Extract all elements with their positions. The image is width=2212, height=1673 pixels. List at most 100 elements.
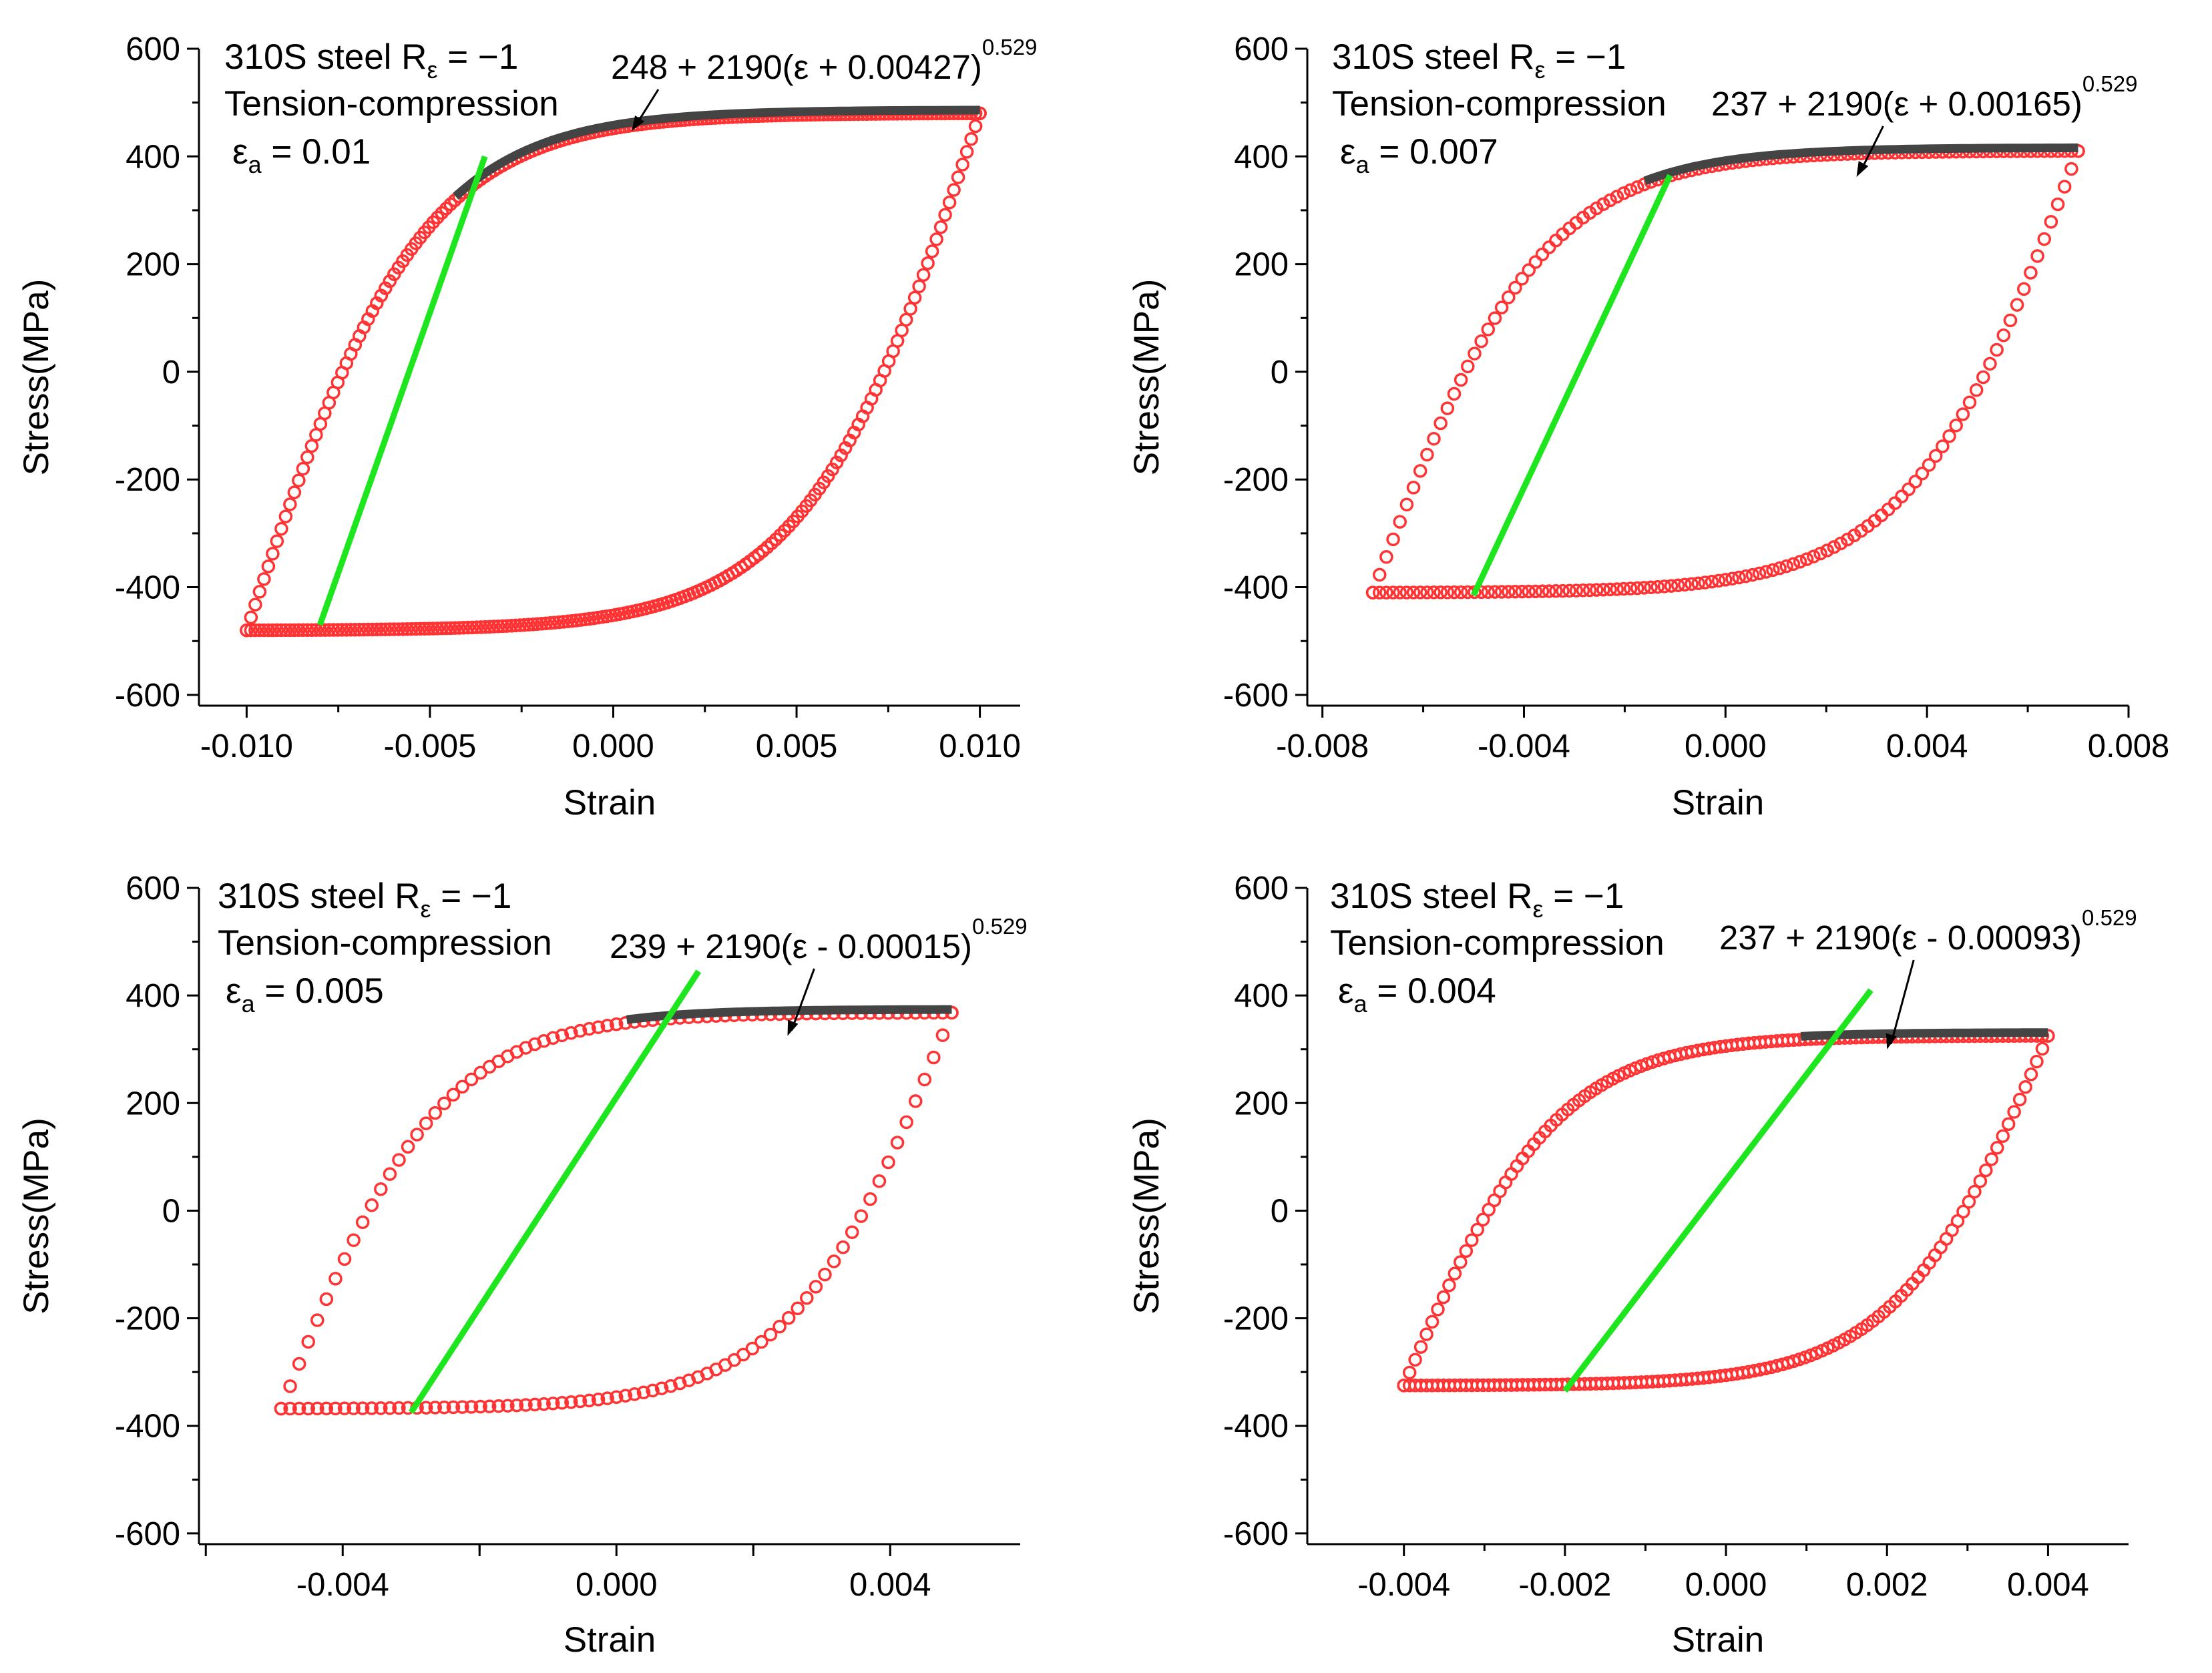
loop-point xyxy=(917,1072,932,1087)
loop-point xyxy=(437,1400,451,1415)
loop-point xyxy=(555,1396,570,1410)
loop-point xyxy=(2012,1092,2027,1107)
y-tick-label: -400 xyxy=(115,1409,180,1445)
loop-point xyxy=(431,622,445,636)
loop-point xyxy=(951,170,965,184)
loop-point xyxy=(405,622,419,636)
loop-point xyxy=(270,534,284,548)
loop-point xyxy=(1488,585,1502,599)
y-tick-label: 200 xyxy=(126,247,180,283)
loop-point xyxy=(335,623,349,637)
loop-point xyxy=(252,585,267,599)
elastic-slope-line xyxy=(1562,988,1873,1393)
loop-point xyxy=(248,623,262,638)
loop-point xyxy=(600,1019,614,1033)
loop-point xyxy=(361,622,375,637)
y-tick-label: 400 xyxy=(1234,139,1289,175)
loop-point xyxy=(925,244,939,258)
loop-point xyxy=(772,1319,787,1334)
loop-point xyxy=(582,1021,596,1036)
loop-point xyxy=(1698,575,1713,589)
loop-point xyxy=(409,622,423,636)
loop-point xyxy=(938,208,952,222)
loop-point xyxy=(582,1393,596,1407)
loop-point xyxy=(383,622,397,636)
formula-arrowhead xyxy=(1886,1033,1897,1049)
loop-point xyxy=(872,1174,887,1188)
loop-point xyxy=(745,1341,760,1356)
loop-point xyxy=(353,622,367,637)
loop-point xyxy=(370,622,384,637)
loop-point xyxy=(1996,1129,2010,1143)
loop-point xyxy=(1962,1194,1976,1209)
loop-point xyxy=(274,521,288,536)
loop-point xyxy=(473,1399,487,1414)
loop-point xyxy=(1685,577,1699,591)
loop-point xyxy=(2024,1067,2038,1082)
loop-point xyxy=(1436,1290,1451,1304)
loop-point xyxy=(942,195,957,210)
loop-point xyxy=(413,622,427,636)
loop-point xyxy=(1468,346,1482,361)
loop-point xyxy=(628,1387,642,1401)
loop-point xyxy=(283,497,297,511)
loop-point xyxy=(464,1072,479,1087)
loop-point xyxy=(304,623,319,637)
chart-panel-bottom-right: -600 -400 -200 0 200 400 600 -0.004 -0.002 0.000 0… xyxy=(1127,871,2137,1660)
loop-point xyxy=(383,274,397,288)
loop-point xyxy=(300,450,314,465)
formula-arrowhead xyxy=(787,1019,799,1036)
loop-point xyxy=(310,1313,324,1327)
loop-point xyxy=(1454,1255,1468,1269)
loop-point xyxy=(383,1167,397,1181)
loop-point xyxy=(1739,569,1753,583)
loop-point xyxy=(1431,1302,1445,1317)
loop-point xyxy=(355,1215,370,1230)
loop-point xyxy=(1447,387,1462,401)
loop-point xyxy=(257,572,271,586)
elastic-slope-line xyxy=(316,155,488,626)
loop-point xyxy=(2024,266,2038,280)
y-tick-label: -400 xyxy=(1223,570,1289,606)
x-tick-label: -0.004 xyxy=(1357,1567,1450,1603)
amplitude-symbol: ε xyxy=(1338,971,1354,1011)
fitted-curve xyxy=(453,105,980,200)
loop-point xyxy=(248,598,262,612)
loop-point xyxy=(929,232,943,246)
loop-point xyxy=(545,1396,560,1411)
loop-point xyxy=(1942,429,1956,443)
y-tick-label: 400 xyxy=(1234,978,1289,1014)
loop-point xyxy=(543,616,558,630)
hysteresis-loop-series xyxy=(1397,1029,2055,1393)
x-tick-label: 0.000 xyxy=(576,1567,658,1603)
loop-point xyxy=(435,621,449,636)
x-tick-label: 0.000 xyxy=(1685,728,1767,764)
loop-point xyxy=(1582,583,1597,598)
loop-point xyxy=(1402,1379,1417,1393)
y-tick-label: -200 xyxy=(1223,1301,1289,1337)
loop-point xyxy=(482,1399,497,1413)
formula-text: 248 + 2190(ε + 0.00427)0.529 xyxy=(611,35,1037,86)
amplitude-symbol: ε xyxy=(1340,132,1356,172)
loop-point xyxy=(1773,561,1787,575)
loop-point xyxy=(610,1390,624,1404)
loop-point xyxy=(1827,540,1841,554)
loop-point xyxy=(339,623,354,637)
loop-point xyxy=(916,268,931,282)
y-tick-label: 600 xyxy=(126,871,180,907)
loop-point xyxy=(266,547,280,561)
hysteresis-loop-series xyxy=(1365,144,2085,600)
loop-point xyxy=(292,1401,306,1416)
loop-point xyxy=(437,1096,451,1111)
loop-point xyxy=(374,1401,388,1415)
x-tick-label: 0.004 xyxy=(849,1567,931,1603)
y-tick-label: -200 xyxy=(115,1301,180,1337)
loop-point xyxy=(1671,578,1685,592)
loop-point xyxy=(457,621,471,635)
loop-point xyxy=(365,622,380,637)
loop-point xyxy=(1984,1152,1999,1166)
y-tick-label: -600 xyxy=(1223,678,1289,714)
loop-point xyxy=(328,1272,343,1286)
loop-point xyxy=(947,183,961,197)
